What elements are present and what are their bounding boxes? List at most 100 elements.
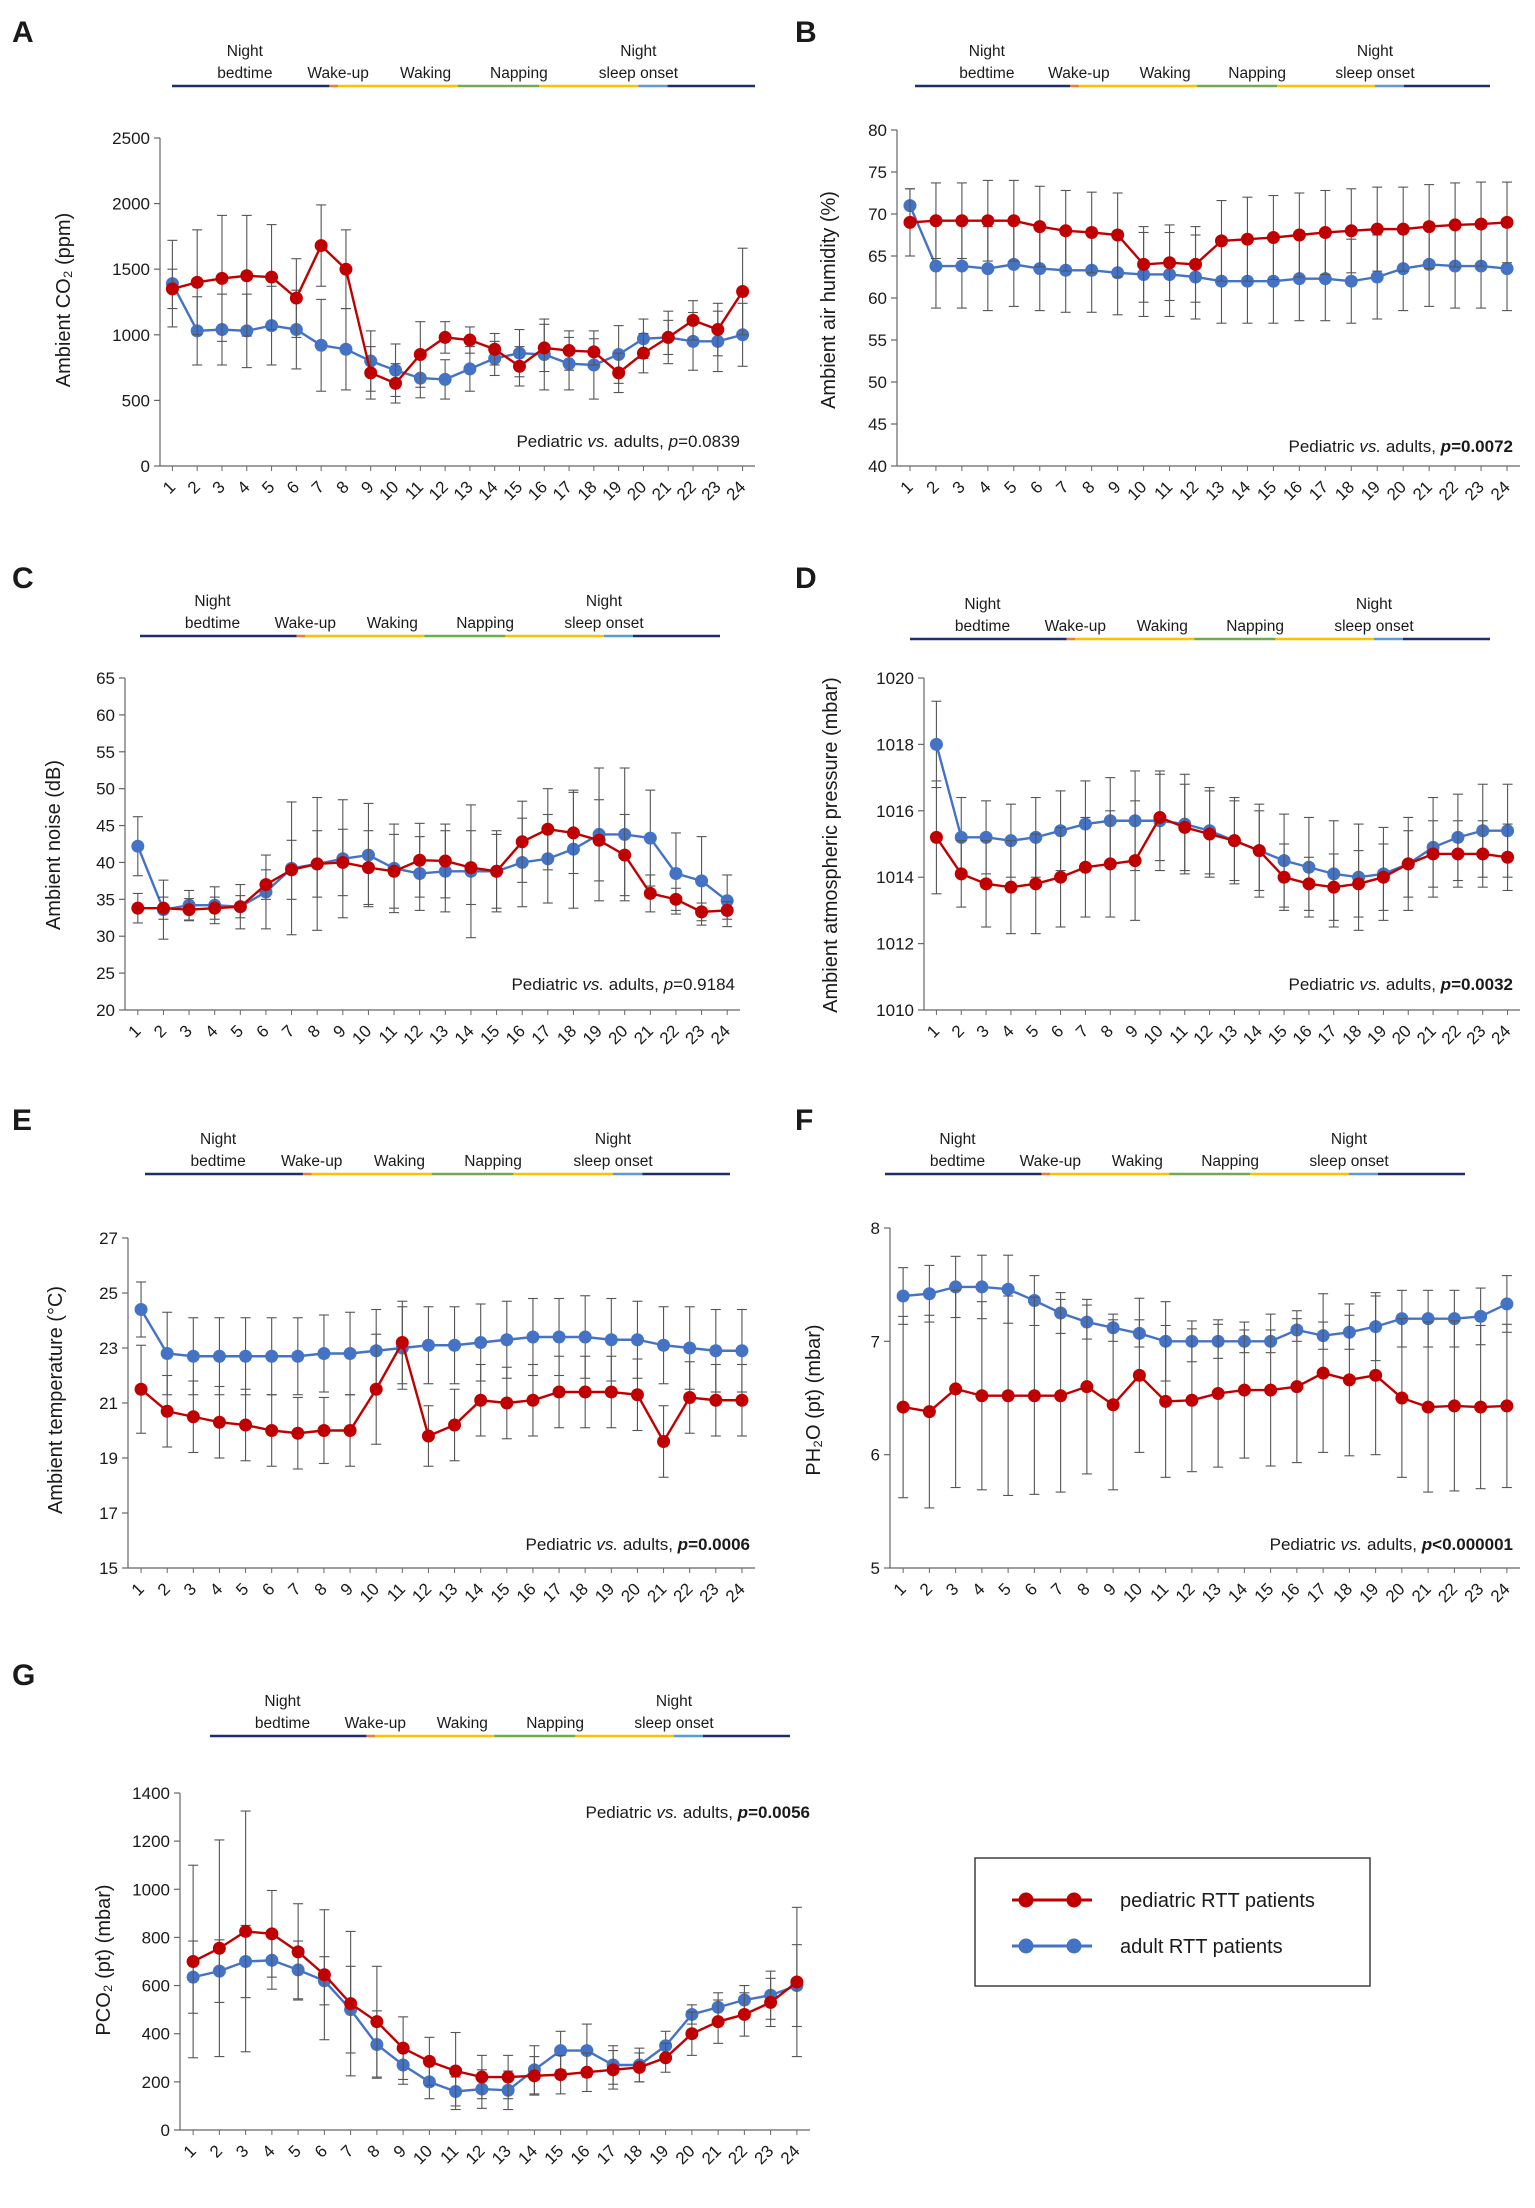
x-tick-label: 24 <box>1488 1021 1515 1048</box>
chart-panels: A Night bedtime Wake-up Waking Napping Night sl… <box>12 16 1520 2168</box>
data-point <box>186 1349 200 1363</box>
stat-annotation-part: p <box>1421 1535 1432 1554</box>
x-tick-label: 13 <box>450 477 477 504</box>
x-tick-label: 22 <box>656 1021 683 1048</box>
data-point <box>317 1347 331 1360</box>
x-tick-label: 16 <box>1279 477 1306 504</box>
phase-label-night-bedtime: Night <box>227 43 264 60</box>
x-tick-label: 7 <box>308 477 328 497</box>
phase-label-wake-up: Wake-up <box>1045 618 1106 635</box>
x-tick-label: 10 <box>409 2141 436 2168</box>
legend-pediatric-marker <box>1066 1892 1082 1908</box>
y-tick-label: 1020 <box>876 669 914 688</box>
data-point <box>1189 257 1203 271</box>
y-tick-label: 19 <box>99 1449 118 1468</box>
data-point <box>580 2065 594 2079</box>
x-tick-label: 22 <box>1435 477 1462 504</box>
y-tick-label: 1012 <box>876 935 914 954</box>
phase-label-night-bedtime: bedtime <box>955 618 1010 635</box>
data-point <box>310 857 324 871</box>
stat-annotation-part: adults, <box>1381 975 1441 994</box>
data-point <box>695 874 709 888</box>
data-point <box>526 1330 540 1344</box>
series-adult <box>186 1924 804 2111</box>
x-tick-label: 20 <box>672 2141 699 2168</box>
y-tick-label: 45 <box>96 817 115 836</box>
data-point <box>1501 850 1515 864</box>
series-pediatric <box>134 1300 749 1478</box>
legend-box <box>974 1857 1371 1987</box>
data-point <box>1001 1282 1015 1296</box>
x-tick-label: 22 <box>724 2141 751 2168</box>
x-tick-label: 2 <box>916 1579 936 1599</box>
y-tick-label: 1016 <box>876 802 914 821</box>
stat-annotation-part: adults, <box>678 1803 738 1822</box>
x-tick-label: 18 <box>1331 477 1358 504</box>
stat-annotation-part: adults, <box>604 975 664 994</box>
y-tick-label: 1018 <box>876 735 914 754</box>
data-point <box>669 867 683 881</box>
data-point <box>1448 218 1462 232</box>
data-point <box>515 835 529 849</box>
x-tick-label: 15 <box>487 1579 514 1606</box>
y-axis-label: Ambient air humidity (%) <box>818 191 840 409</box>
x-tick-label: 18 <box>1329 1579 1356 1606</box>
data-point <box>711 323 725 337</box>
data-point <box>314 239 328 253</box>
phase-label-wake-up: Wake-up <box>275 615 336 632</box>
x-tick-label: 4 <box>201 1021 221 1041</box>
data-point <box>527 2069 541 2083</box>
data-point <box>1078 860 1092 874</box>
data-point <box>1059 224 1073 238</box>
x-tick-label: 22 <box>673 477 700 504</box>
x-tick-label: 19 <box>1363 1021 1390 1048</box>
data-point <box>343 1424 357 1437</box>
phase-label-night-sleep-onset: sleep onset <box>1309 1153 1389 1170</box>
x-tick-label: 3 <box>176 1021 196 1041</box>
y-axis-label: PCO₂ (pt) (mbar) <box>93 1884 115 2035</box>
data-point <box>1376 870 1390 884</box>
x-tick-label: 17 <box>593 2141 620 2168</box>
phase-label-waking: Waking <box>437 1715 488 1732</box>
legend-pediatric-label: pediatric RTT patients <box>1120 1890 1315 1912</box>
series-line <box>171 283 743 381</box>
data-point <box>604 1385 618 1399</box>
data-point <box>1264 1383 1278 1397</box>
x-tick-label: 15 <box>1251 1579 1278 1606</box>
data-point <box>160 1347 174 1360</box>
chart-panel-a: A Night bedtime Wake-up Waking Napping Night sl… <box>12 16 755 504</box>
data-point <box>1422 220 1436 234</box>
data-point <box>421 1338 435 1352</box>
phase-label-wake-up: Wake-up <box>307 65 368 82</box>
y-tick-label: 25 <box>99 1284 118 1303</box>
data-point <box>606 2063 620 2077</box>
data-point <box>709 1393 723 1407</box>
series-line <box>908 205 1508 283</box>
phase-label-wake-up: Wake-up <box>281 1153 342 1170</box>
data-point <box>790 1975 804 1989</box>
data-point <box>422 2054 436 2068</box>
y-tick-label: 0 <box>141 457 150 476</box>
data-point <box>463 362 477 376</box>
data-point <box>336 855 350 869</box>
legend-adult-marker <box>1018 1938 1034 1954</box>
stat-annotation-part: adults, <box>618 1535 678 1554</box>
data-point <box>339 342 353 356</box>
y-tick-label: 65 <box>868 247 887 266</box>
x-tick-label: 11 <box>401 477 427 503</box>
x-tick-label: 2 <box>206 2141 226 2161</box>
x-tick-label: 15 <box>1253 477 1280 504</box>
stat-annotation-part: Pediatric <box>526 1535 597 1554</box>
x-tick-label: 15 <box>499 477 526 504</box>
data-point <box>165 282 179 296</box>
y-tick-label: 400 <box>142 2025 170 2044</box>
x-tick-label: 5 <box>1022 1021 1042 1041</box>
data-point <box>265 1424 279 1437</box>
data-point <box>686 313 700 327</box>
x-tick-label: 12 <box>400 1021 427 1048</box>
y-tick-label: 25 <box>96 964 115 983</box>
data-point <box>661 330 675 344</box>
data-point <box>449 2064 463 2078</box>
phase-label-napping: Napping <box>1226 618 1284 635</box>
phase-label-night-bedtime: Night <box>200 1131 237 1148</box>
